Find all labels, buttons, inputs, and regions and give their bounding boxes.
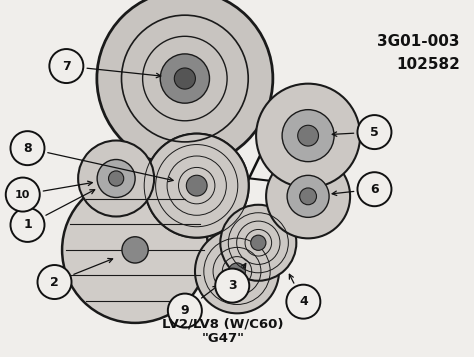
Circle shape (145, 134, 249, 238)
Circle shape (195, 229, 279, 313)
Text: 7: 7 (62, 60, 71, 72)
Text: 102582: 102582 (396, 57, 460, 72)
Circle shape (97, 160, 135, 197)
Text: 1: 1 (23, 218, 32, 231)
Text: 5: 5 (370, 126, 379, 139)
Text: 10: 10 (15, 190, 30, 200)
Circle shape (300, 188, 317, 205)
Circle shape (174, 68, 195, 89)
Circle shape (97, 0, 273, 166)
Circle shape (6, 177, 40, 212)
Circle shape (62, 177, 208, 323)
Circle shape (357, 172, 392, 206)
Circle shape (168, 293, 202, 328)
Text: 4: 4 (299, 295, 308, 308)
Text: 3: 3 (228, 279, 237, 292)
Circle shape (122, 237, 148, 263)
Circle shape (160, 54, 210, 103)
Circle shape (10, 208, 45, 242)
Circle shape (282, 110, 334, 162)
Text: 6: 6 (370, 183, 379, 196)
Circle shape (228, 263, 246, 280)
Circle shape (78, 141, 154, 216)
Text: 2: 2 (50, 276, 59, 288)
Circle shape (251, 235, 266, 250)
Circle shape (256, 84, 360, 188)
Circle shape (186, 175, 207, 196)
Text: "G47": "G47" (201, 332, 244, 345)
Text: LV2/LV8 (W/C60): LV2/LV8 (W/C60) (162, 318, 283, 331)
Circle shape (287, 175, 329, 217)
Circle shape (10, 131, 45, 165)
Circle shape (49, 49, 83, 83)
Circle shape (109, 171, 124, 186)
Text: 9: 9 (181, 304, 189, 317)
Circle shape (298, 125, 319, 146)
Circle shape (286, 285, 320, 319)
Text: 3G01-003: 3G01-003 (377, 34, 460, 49)
Circle shape (215, 268, 249, 303)
Circle shape (357, 115, 392, 149)
Circle shape (37, 265, 72, 299)
Circle shape (220, 205, 296, 281)
Circle shape (266, 154, 350, 238)
Text: 8: 8 (23, 142, 32, 155)
